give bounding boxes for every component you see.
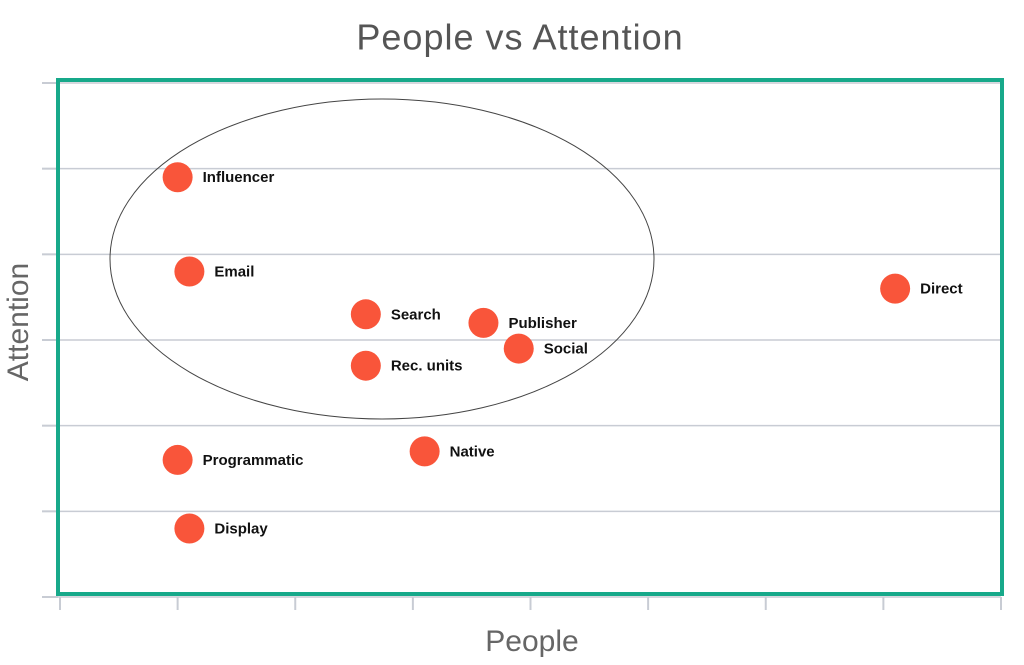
- grid: [42, 78, 1004, 610]
- point-label: Rec. units: [391, 358, 463, 375]
- point: [468, 307, 499, 338]
- point-label: Programmatic: [203, 452, 304, 469]
- point-label: Native: [450, 443, 495, 460]
- plot-frame: [56, 78, 1004, 596]
- chart-title: People vs Attention: [356, 17, 683, 58]
- point: [409, 436, 440, 467]
- point-label: Direct: [920, 281, 963, 298]
- x-axis-label: People: [485, 625, 578, 658]
- point-label: Display: [214, 520, 268, 537]
- cluster-ellipse: [109, 98, 655, 420]
- point: [350, 350, 381, 381]
- y-axis-label: Attention: [2, 263, 35, 381]
- point: [350, 299, 381, 330]
- point-label: Publisher: [508, 315, 577, 332]
- point: [162, 162, 193, 193]
- marks: Influencer Email Search Rec. units Publisher…: [162, 162, 963, 544]
- point-label: Influencer: [203, 169, 275, 186]
- point: [174, 256, 205, 287]
- point: [174, 513, 205, 544]
- point-label: Email: [214, 263, 254, 280]
- point-label: Social: [544, 341, 588, 358]
- point: [503, 333, 534, 364]
- point-label: Search: [391, 306, 441, 323]
- point: [880, 273, 911, 304]
- point: [162, 444, 193, 475]
